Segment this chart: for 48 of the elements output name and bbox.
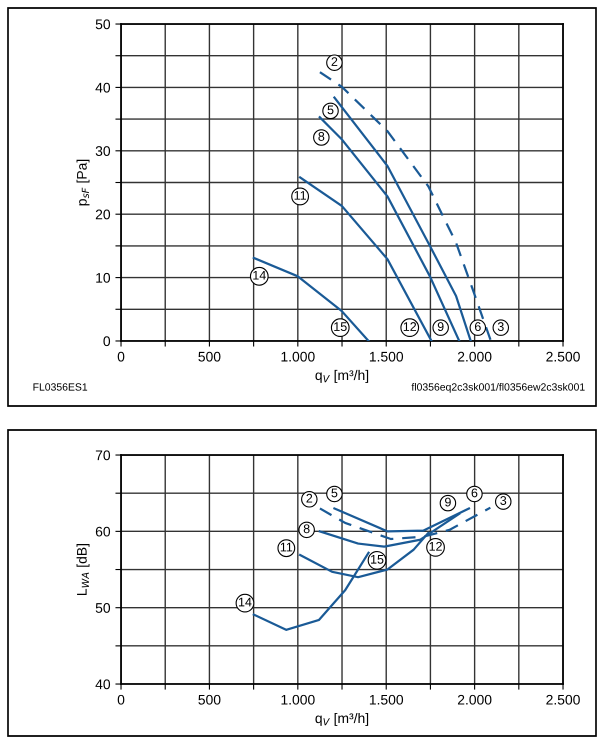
y-tick-label: 20	[96, 210, 110, 220]
y-tick-label: 50	[96, 603, 110, 613]
annotation: 6	[474, 322, 481, 332]
x-tick-label: 0	[118, 352, 124, 362]
x-axis-title: q$_{V}$ [m³/h]	[315, 370, 368, 383]
y-tick-label: 10	[96, 272, 110, 283]
text: FL0356ES1	[33, 383, 88, 391]
annotation: 15	[371, 555, 384, 564]
annotation: 11	[280, 542, 292, 552]
annotation: 6	[472, 488, 478, 498]
annotation: 2	[332, 57, 338, 66]
annotation: 14	[253, 270, 266, 280]
annotation: 12	[430, 542, 442, 551]
x-tick-label: 1.000	[282, 694, 315, 705]
y-axis-title: p$_{sF}$ [Pa]	[76, 160, 90, 206]
annotation: 15	[334, 322, 347, 332]
annotation: 5	[328, 106, 334, 114]
y-tick-label: 50	[96, 19, 110, 30]
y-tick-label: 30	[96, 146, 110, 156]
y-tick-label: 0	[103, 336, 110, 346]
x-tick-label: 1.500	[370, 694, 404, 705]
annotation: 14	[238, 598, 252, 606]
text: fl0356eq2c3sk001/fl0356ew2c3sk001	[412, 383, 585, 393]
x-tick-label: 1.000	[282, 352, 315, 362]
y-axis-title: L$_{WA}$ [dB]	[76, 544, 90, 595]
x-tick-label: 500	[198, 352, 220, 362]
annotation: 9	[438, 322, 444, 332]
annotation: 8	[318, 132, 324, 141]
x-tick-label: 2.500	[546, 694, 580, 705]
x-tick-label: 2.000	[458, 352, 492, 362]
annotation: 3	[498, 322, 504, 332]
y-tick-label: 40	[95, 82, 110, 93]
y-tick-label: 60	[96, 526, 110, 537]
x-axis-title: q$_{V}$ [m³/h]	[315, 712, 368, 726]
annotation: 8	[304, 524, 310, 534]
annotation: 2	[306, 494, 312, 503]
annotation: 3	[500, 496, 506, 505]
annotation: 9	[445, 498, 451, 506]
x-tick-label: 2.500	[546, 352, 580, 362]
x-tick-label: 1.500	[370, 352, 404, 362]
x-tick-label: 500	[198, 694, 220, 705]
x-tick-label: 0	[118, 694, 124, 705]
x-tick-label: 2.000	[458, 694, 492, 705]
annotation: 5	[331, 488, 338, 498]
annotation: 12	[404, 322, 416, 331]
y-tick-label: 40	[95, 679, 110, 690]
y-tick-label: 70	[96, 450, 110, 460]
annotation: 11	[294, 191, 306, 200]
